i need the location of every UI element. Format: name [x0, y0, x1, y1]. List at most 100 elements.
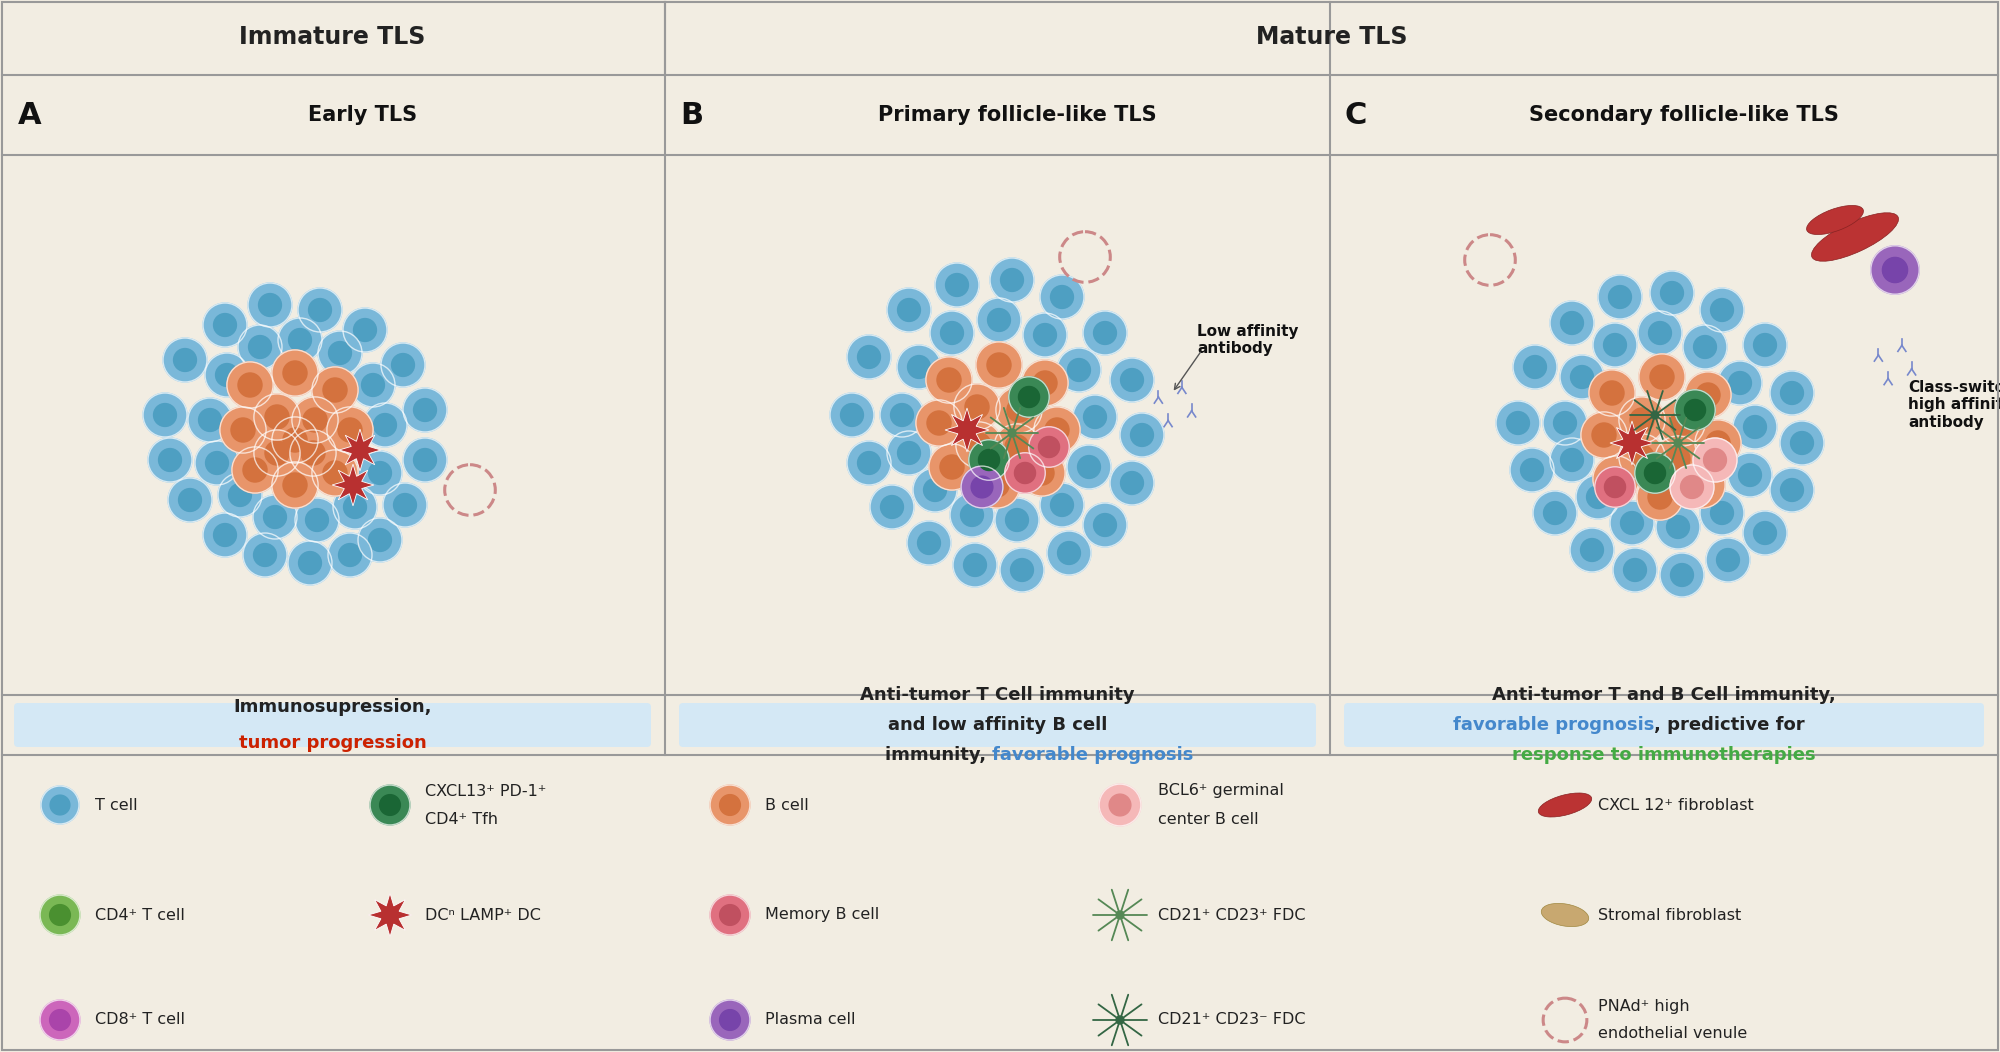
Circle shape [1034, 324, 1056, 346]
Circle shape [392, 353, 414, 377]
Text: CD21⁺ CD23⁻ FDC: CD21⁺ CD23⁻ FDC [1158, 1012, 1306, 1028]
Circle shape [858, 345, 880, 368]
Circle shape [1520, 459, 1544, 482]
Circle shape [1014, 463, 1036, 484]
Circle shape [1008, 377, 1050, 418]
Circle shape [1636, 473, 1684, 520]
Circle shape [830, 393, 874, 437]
Circle shape [848, 335, 892, 379]
Ellipse shape [1806, 205, 1864, 235]
Circle shape [1882, 258, 1908, 283]
Circle shape [1624, 559, 1646, 582]
Text: and low affinity B cell: and low affinity B cell [888, 716, 1108, 734]
Circle shape [1732, 405, 1778, 449]
Circle shape [1660, 282, 1684, 304]
Circle shape [264, 405, 290, 429]
Circle shape [1690, 473, 1714, 497]
Circle shape [1610, 501, 1654, 545]
Text: CXCL13⁺ PD-1⁺: CXCL13⁺ PD-1⁺ [424, 784, 546, 798]
Circle shape [254, 430, 300, 477]
Circle shape [1592, 323, 1636, 367]
Circle shape [954, 543, 996, 587]
Circle shape [1700, 491, 1744, 535]
FancyBboxPatch shape [1344, 703, 1984, 747]
Circle shape [404, 388, 448, 432]
Circle shape [1694, 420, 1742, 466]
Circle shape [296, 498, 340, 542]
Circle shape [858, 451, 880, 474]
Circle shape [840, 404, 864, 426]
Circle shape [380, 794, 400, 815]
Circle shape [344, 308, 388, 352]
Circle shape [1716, 548, 1740, 571]
Circle shape [308, 299, 332, 322]
Circle shape [272, 417, 318, 463]
Polygon shape [946, 408, 988, 452]
Circle shape [1024, 313, 1068, 357]
Text: endothelial venule: endothelial venule [1598, 1027, 1748, 1041]
Circle shape [1116, 911, 1124, 919]
Circle shape [924, 479, 946, 502]
Circle shape [1004, 452, 1046, 493]
Circle shape [252, 495, 296, 539]
Circle shape [1018, 386, 1040, 407]
Text: B cell: B cell [764, 797, 808, 812]
Circle shape [1684, 372, 1732, 418]
Circle shape [1040, 275, 1084, 319]
Circle shape [1006, 508, 1028, 531]
Circle shape [1612, 548, 1656, 592]
Circle shape [1674, 439, 1682, 447]
Circle shape [1514, 345, 1556, 389]
Circle shape [204, 303, 248, 347]
Circle shape [1598, 275, 1642, 319]
Circle shape [928, 444, 976, 490]
Circle shape [290, 430, 336, 477]
Text: favorable prognosis: favorable prognosis [1452, 716, 1654, 734]
Circle shape [174, 348, 196, 371]
Circle shape [908, 356, 930, 379]
Circle shape [926, 411, 952, 436]
Circle shape [1110, 358, 1154, 402]
Text: PNAd⁺ high: PNAd⁺ high [1598, 998, 1690, 1013]
Circle shape [344, 495, 366, 519]
Circle shape [1010, 559, 1034, 582]
Text: BCL6⁺ germinal: BCL6⁺ germinal [1158, 784, 1284, 798]
Text: Anti-tumor T and B Cell immunity,: Anti-tumor T and B Cell immunity, [1492, 686, 1836, 704]
Circle shape [964, 394, 990, 419]
Circle shape [1638, 353, 1686, 400]
Circle shape [1710, 502, 1734, 525]
Ellipse shape [1538, 793, 1592, 817]
Circle shape [1056, 348, 1100, 392]
Circle shape [298, 551, 322, 574]
Circle shape [238, 373, 262, 397]
Circle shape [282, 361, 308, 385]
Circle shape [248, 336, 272, 359]
Circle shape [1650, 365, 1674, 389]
Circle shape [848, 441, 892, 485]
Circle shape [306, 508, 328, 531]
Circle shape [964, 553, 986, 576]
Text: Plasma cell: Plasma cell [764, 1012, 856, 1028]
Circle shape [1684, 325, 1728, 369]
Circle shape [940, 454, 964, 479]
Circle shape [1600, 381, 1624, 405]
Circle shape [1044, 418, 1070, 442]
Circle shape [354, 319, 376, 342]
Circle shape [1040, 483, 1084, 527]
Circle shape [956, 422, 1002, 468]
Circle shape [1130, 424, 1154, 446]
Circle shape [1678, 462, 1726, 508]
Circle shape [282, 428, 308, 452]
Circle shape [164, 338, 208, 382]
Text: C: C [1344, 101, 1368, 129]
Circle shape [358, 518, 402, 562]
Text: Immature TLS: Immature TLS [240, 25, 426, 49]
Circle shape [1680, 476, 1704, 499]
Text: Primary follicle-like TLS: Primary follicle-like TLS [878, 105, 1156, 125]
Circle shape [1550, 438, 1594, 482]
Text: response to immunotherapies: response to immunotherapies [1512, 746, 1816, 764]
Circle shape [1094, 513, 1116, 537]
Circle shape [148, 438, 192, 482]
Ellipse shape [1812, 213, 1898, 261]
Circle shape [1110, 461, 1154, 505]
